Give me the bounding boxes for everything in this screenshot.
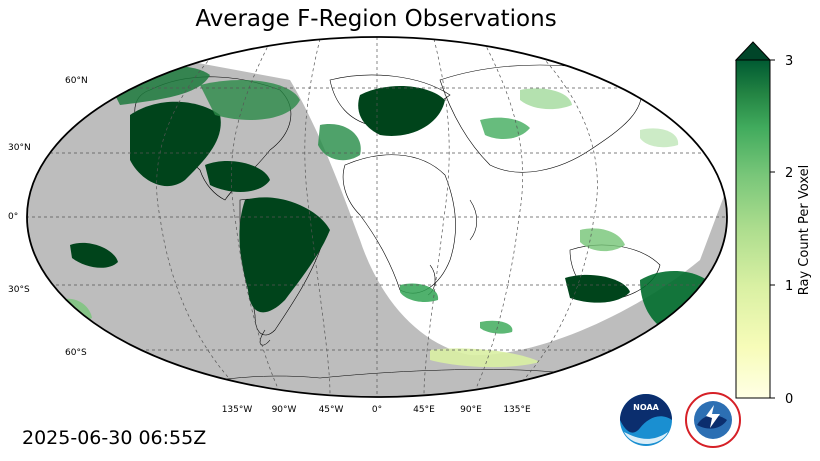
lat-label-60s: 60°S (65, 348, 87, 358)
colorbar-label: Ray Count Per Voxel (797, 165, 812, 295)
lon-label-45e: 45°E (413, 405, 435, 415)
svg-text:NOAA: NOAA (633, 403, 659, 412)
colorbar-extend-arrow (734, 41, 772, 61)
lon-label-90e: 90°E (460, 405, 482, 415)
colorbar-tick-2: 2 (785, 166, 793, 181)
lon-label-90w: 90°W (272, 405, 297, 415)
lon-label-135w: 135°W (222, 405, 253, 415)
map-title: Average F-Region Observations (195, 6, 557, 32)
lon-label-45w: 45°W (319, 405, 344, 415)
colorbar-body (735, 59, 771, 399)
colorbar-tick-1: 1 (785, 279, 793, 294)
lat-label-0: 0° (8, 212, 18, 222)
lat-label-60n: 60°N (65, 76, 88, 86)
globe-map (27, 37, 727, 397)
colorbar: 0 1 2 3 Ray Count Per Voxel (734, 41, 812, 407)
colorbar-tick-3: 3 (785, 54, 793, 69)
nws-logo (685, 392, 741, 448)
globe-outline (26, 36, 728, 398)
lat-label-30s: 30°S (8, 285, 30, 295)
colorbar-tick-0: 0 (785, 392, 793, 407)
timestamp: 2025-06-30 06:55Z (22, 427, 207, 449)
noaa-logo: NOAA (620, 394, 672, 446)
lon-label-135e: 135°E (503, 405, 531, 415)
lon-label-0: 0° (372, 405, 382, 415)
lat-label-30n: 30°N (8, 143, 31, 153)
